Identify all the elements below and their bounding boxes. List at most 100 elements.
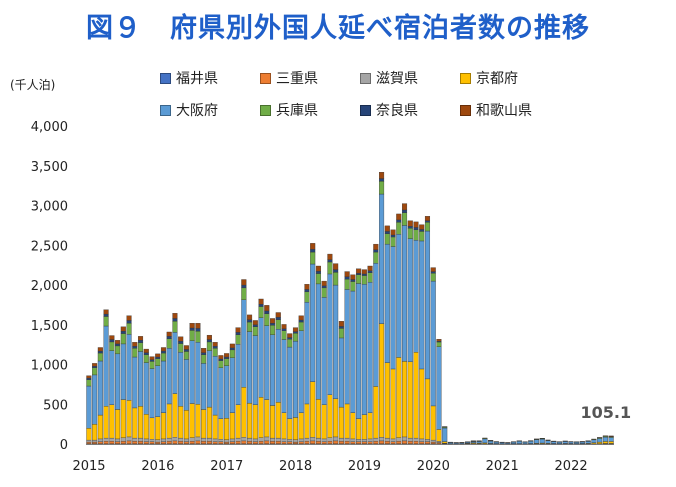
bar-segment [556, 441, 563, 444]
bar-segment [545, 440, 551, 444]
bar-segment [373, 263, 379, 387]
bar-segment [350, 412, 356, 440]
bar-segment [333, 284, 339, 399]
bar-segment [155, 353, 161, 358]
bar-segment [304, 437, 310, 442]
bar-segment [407, 441, 413, 444]
bar-segment [149, 361, 155, 369]
bar-segment [206, 441, 212, 444]
bar-segment [597, 438, 603, 443]
y-tick-label: 0 [60, 438, 68, 453]
bar-segment [436, 441, 442, 443]
bar-segment [178, 437, 184, 442]
bar-segment [327, 253, 333, 260]
bar-segment [430, 405, 436, 441]
bar-segment [350, 290, 356, 413]
bar-segment [166, 441, 172, 444]
bar-segment [384, 362, 390, 439]
bar-segment [143, 354, 149, 363]
bar-segment [275, 441, 281, 444]
bar-segment [241, 284, 247, 289]
bar-segment [115, 441, 121, 444]
bar-segment [287, 439, 293, 442]
bar-segment [304, 284, 310, 290]
bar-segment [321, 438, 327, 442]
bar-segment [126, 440, 132, 444]
bar-segment [137, 351, 144, 407]
bar-segment [201, 348, 207, 353]
bar-segment [430, 280, 436, 407]
bar-segment [229, 357, 235, 413]
bar-segment [298, 315, 304, 321]
bar-segment [522, 441, 528, 444]
bar-segment [132, 437, 138, 442]
bar-segment [86, 428, 92, 441]
bar-segment [201, 363, 207, 410]
bar-segment [373, 386, 379, 439]
bar-segment [568, 441, 574, 444]
bar-segment [172, 393, 178, 438]
bar-segment [103, 309, 109, 315]
bar-segment [384, 441, 390, 444]
bar-segment [115, 409, 121, 440]
bar-segment [143, 348, 149, 353]
bar-segment [281, 441, 287, 444]
bar-segment [384, 233, 390, 245]
bar-segment [189, 340, 195, 404]
bar-segment [476, 441, 482, 444]
bar-segment [321, 404, 327, 440]
legend-swatch [160, 73, 171, 84]
bar-segment [401, 440, 408, 444]
bar-segment [86, 375, 92, 379]
bar-segment [298, 330, 304, 413]
bar-segment [315, 441, 321, 444]
bar-segment [178, 343, 184, 353]
bar-segment [183, 438, 189, 442]
bar-segment [137, 441, 144, 444]
bar-segment [539, 438, 545, 444]
bar-segment [275, 402, 281, 439]
bar-segment [379, 193, 385, 324]
bar-segment [120, 437, 126, 442]
bar-segment [115, 345, 121, 355]
bar-segment [206, 341, 212, 351]
bar-segment [367, 441, 373, 444]
bar-segment [350, 279, 356, 282]
bar-segment [350, 441, 356, 444]
bar-segment [327, 394, 333, 438]
chart-labels: 2015 2016 2017 2018 2019 2020 2021 2022 105.1 [72, 403, 631, 474]
bar-segment [201, 441, 207, 444]
bar-segment [126, 400, 132, 438]
bar-segment [247, 319, 253, 323]
bar-segment [137, 406, 144, 439]
bar-segment [224, 365, 230, 419]
bar-segment [281, 328, 287, 331]
bar-segment [367, 412, 373, 440]
bar-segment [218, 358, 224, 361]
bar-segment [92, 365, 98, 368]
bar-segment [241, 387, 247, 438]
bar-segment [86, 439, 92, 443]
bar-segment [396, 437, 402, 442]
bar-segment [488, 440, 494, 444]
bar-segment [212, 441, 218, 444]
bar-segment [419, 438, 425, 442]
bar-segment [315, 437, 321, 442]
bar-segment [264, 399, 270, 438]
bar-segment [321, 287, 327, 298]
bar-segment [178, 340, 184, 344]
bar-segment [160, 438, 167, 442]
bar-segment [367, 272, 373, 283]
bar-segment [281, 438, 287, 442]
bar-segment [413, 221, 419, 228]
bar-segment [235, 327, 241, 333]
bar-segment [269, 323, 276, 326]
bar-segment [120, 326, 126, 332]
bar-segment [396, 357, 402, 438]
bar-segment [86, 377, 92, 380]
bar-segment [379, 178, 385, 182]
bar-segment [218, 360, 224, 368]
bar-segment [327, 437, 333, 442]
bar-segment [247, 441, 253, 444]
bar-segment [373, 243, 379, 250]
